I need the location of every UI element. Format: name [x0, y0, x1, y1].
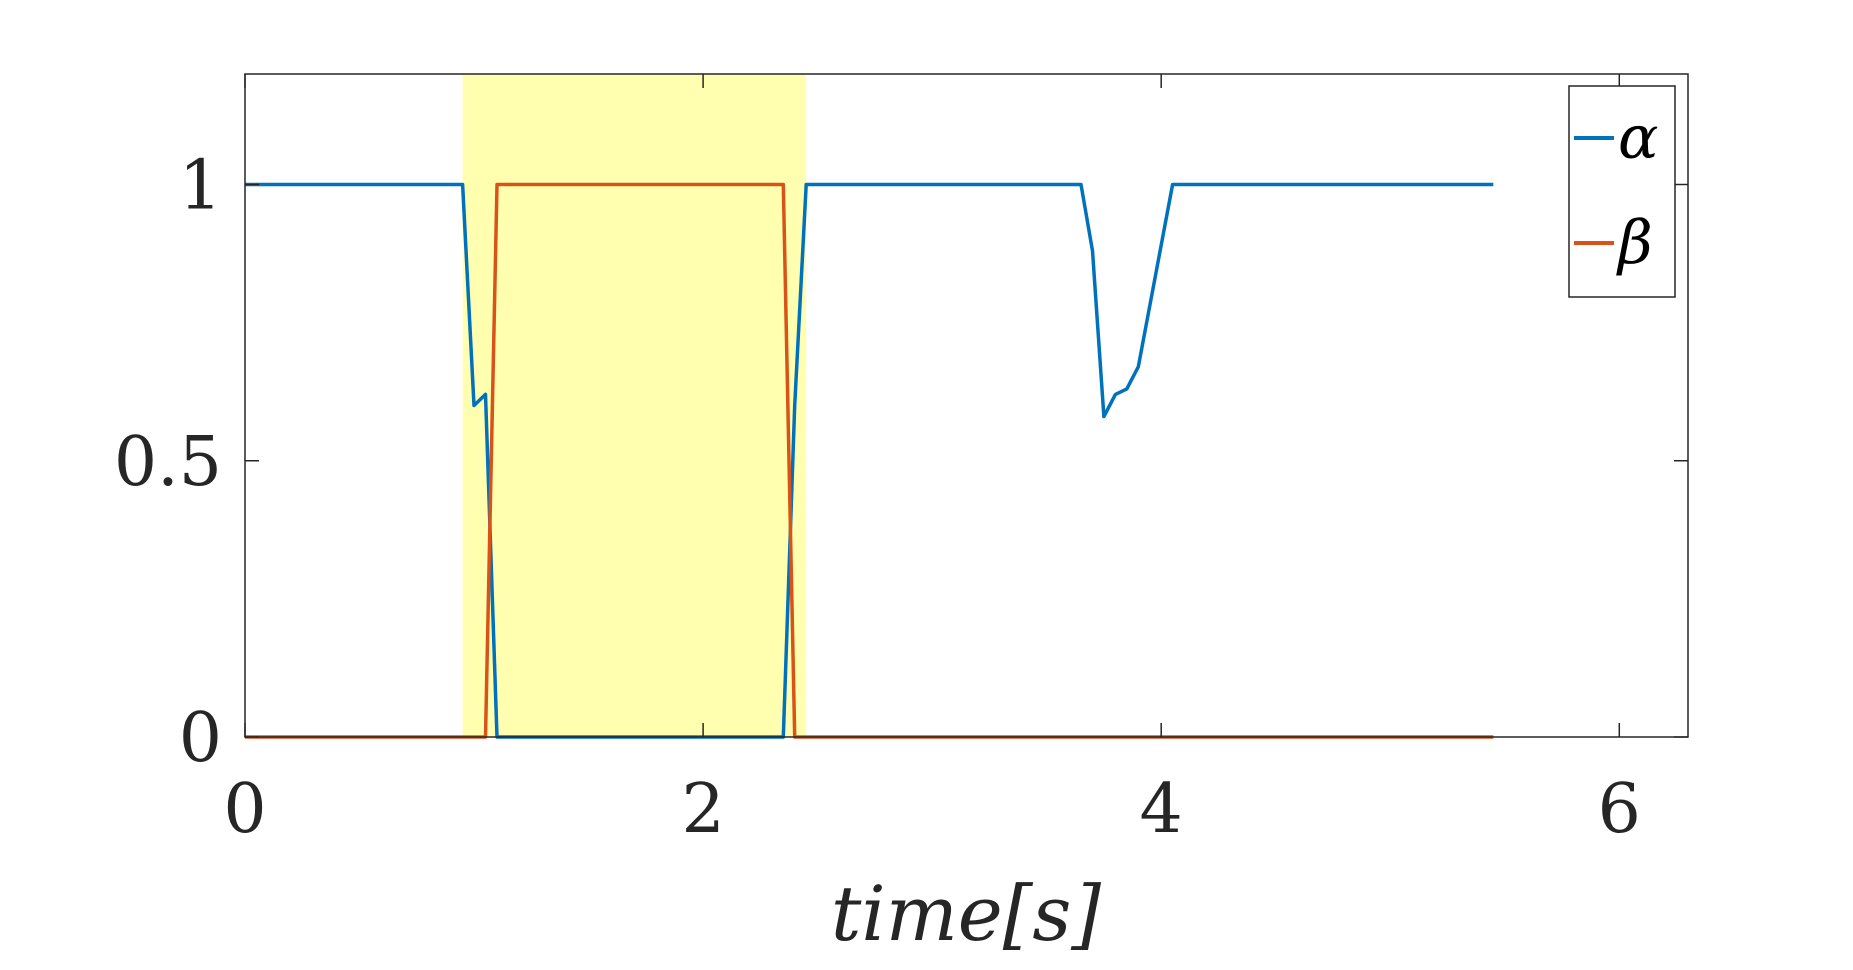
axis-ticks: 0 2 4 6 0 0.5 1	[114, 74, 1688, 849]
x-tick-label: 6	[1598, 770, 1641, 849]
x-tick-label: 0	[223, 770, 266, 849]
x-axis-label: time[s]	[831, 869, 1102, 958]
legend-box	[1568, 85, 1676, 298]
y-tick-label: 0.5	[114, 423, 222, 502]
highlight-region	[462, 74, 807, 737]
plot-frame	[244, 73, 1689, 738]
y-tick-label: 0	[179, 699, 222, 778]
y-tick-label: 1	[179, 147, 222, 226]
highlight-band	[462, 74, 807, 737]
legend: α β	[1568, 85, 1676, 298]
legend-label-alpha: α	[1618, 103, 1659, 173]
plot-background	[245, 74, 1688, 737]
x-tick-label: 2	[681, 770, 724, 849]
x-tick-label: 4	[1140, 770, 1183, 849]
legend-label-beta: β	[1616, 208, 1653, 278]
series-line-alpha	[245, 182, 1494, 739]
